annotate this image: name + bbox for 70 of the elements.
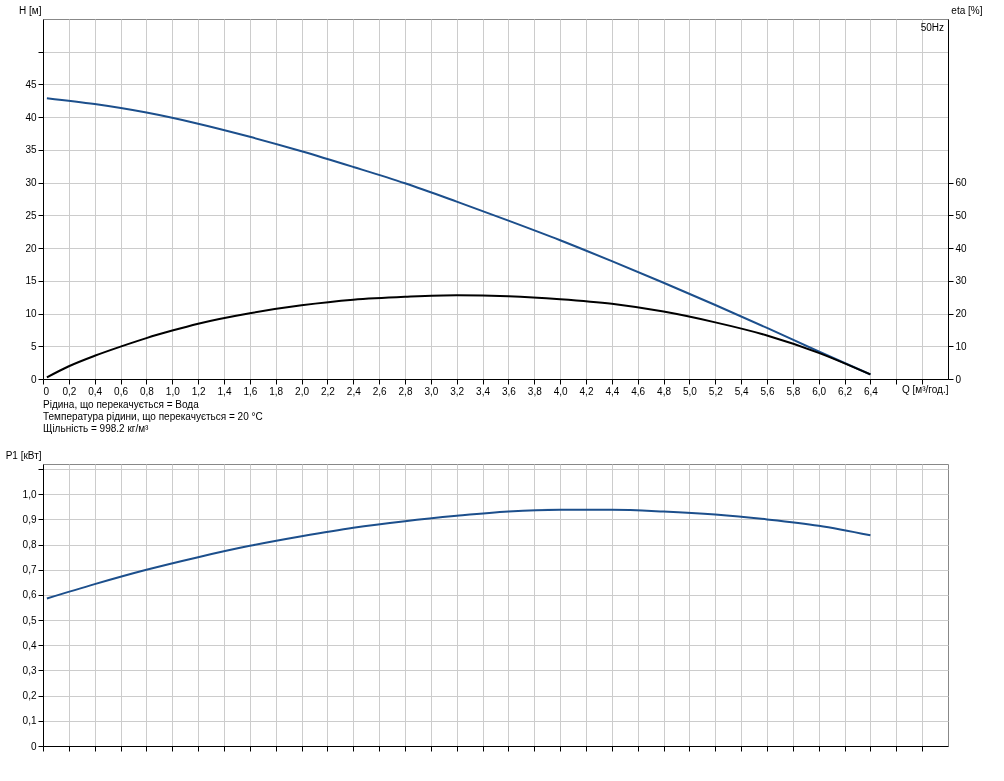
y-tick-label: 0,6 [22,589,37,601]
y2-tick-label: 30 [955,275,968,287]
x-tick-label: 3,2 [450,385,465,397]
x-tick-label: 4,2 [579,385,594,397]
y-tick-label: 1,0 [22,488,37,500]
y-tick-label: 40 [25,111,37,123]
x-tick-label: 5,2 [708,385,724,397]
x-tick-label: 1,8 [269,385,284,397]
y2-tick-label: 60 [955,177,968,189]
y2-tick-label: 10 [955,340,968,352]
y-axis-title: P1 [кВт] [5,449,42,461]
y-tick-label: 5 [30,340,37,352]
y-tick-label: 0,3 [22,664,37,676]
y2-tick-label: 40 [955,242,968,254]
x-tick-label: 3,6 [501,385,517,397]
y2-tick-label: 50 [955,209,968,221]
x-tick-label: 4,0 [553,385,569,397]
x-tick-label: 2,4 [346,385,362,397]
x-tick-label: 5,4 [734,385,750,397]
y-tick-label: 0 [30,373,37,385]
line-series [45,508,872,600]
y-tick-label: 30 [25,177,37,189]
x-tick-label: 5,0 [682,385,698,397]
y-tick-label: 45 [25,78,37,90]
x-tick-label: 3,0 [424,385,439,397]
y-tick-label: 0,7 [22,564,37,576]
x-tick-label: 1,0 [165,385,181,397]
x-tick-label: 6,0 [812,385,827,397]
x-tick-label: 3,4 [476,385,491,397]
y2-tick-label: 0 [955,373,962,385]
y-tick-label: 25 [25,209,37,221]
x-tick-label: 4,8 [657,385,672,397]
x-tick-label: 0,2 [62,385,77,397]
text: Температура рідини, що перекачується = 20 °C [43,411,263,422]
y-tick-label: 0,5 [22,614,37,626]
x-tick-label: 2,8 [398,385,413,397]
x-tick-label: 1,4 [217,385,232,397]
chart-title: 50Hz [920,22,944,33]
y-tick-label: 10 [25,308,37,320]
y-axis-title: H [м] [19,4,42,16]
x-tick-label: 1,2 [191,385,207,397]
x-tick-label: 1,6 [243,385,258,397]
y-tick-label: 35 [25,144,37,156]
x-tick-label: 0 [43,385,50,397]
x-tick-label: 3,8 [527,385,543,397]
x-tick-label: 4,6 [631,385,646,397]
x-tick-label: 0,6 [114,385,129,397]
x-tick-label: 5,6 [760,385,775,397]
x-tick-label: 4,4 [605,385,620,397]
y-tick-label: 0,2 [22,690,37,702]
y2-axis-title: eta [%] [951,4,983,16]
x-tick-label: 2,0 [295,385,310,397]
y-tick-label: 15 [25,275,37,287]
x-tick-label: 5,8 [786,385,801,397]
y-tick-label: 0,4 [22,639,37,651]
x-tick-label: 2,2 [320,385,336,397]
x-tick-label: 6,4 [863,385,879,397]
y2-tick-label: 20 [955,308,968,320]
text: Рідина, що перекачується = Вода [43,399,200,410]
x-tick-label: 6,2 [838,385,853,397]
x-tick-label: 2,6 [372,385,388,397]
x-tick-label: 0,8 [139,385,155,397]
y-tick-label: 0 [30,740,37,752]
y-tick-label: 0,1 [22,715,37,727]
x-tick-label: 0,4 [88,385,103,397]
x-axis-title: Q [м³/год.] [902,383,949,395]
y-tick-label: 0,9 [22,513,37,525]
y-tick-label: 20 [25,242,37,254]
y-tick-label: 0,8 [22,539,37,551]
text: Щільність = 998.2 кг/м³ [43,423,150,434]
